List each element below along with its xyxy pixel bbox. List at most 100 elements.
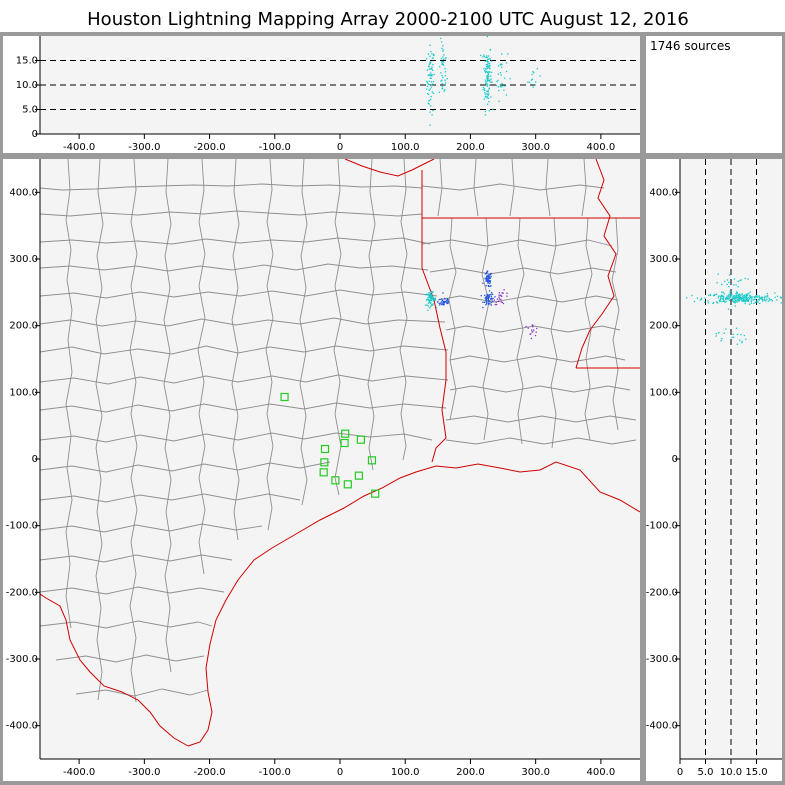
source-point [729,294,732,297]
source-point [427,293,430,296]
source-point [776,295,779,297]
source-point [499,63,502,66]
source-point [732,300,735,302]
source-point [443,297,446,300]
source-point [438,91,441,93]
source-point [426,82,428,84]
source-point [441,299,444,302]
source-point [492,293,494,295]
source-point [484,297,486,299]
source-point [432,297,434,299]
source-point [715,293,718,295]
source-point [769,299,771,301]
source-point [741,341,743,344]
y-tick-label: 0 [32,454,38,465]
source-point [722,297,725,299]
y-tick-label: -100.0 [646,521,678,532]
source-point [740,333,742,336]
state-and-coast-borders [40,159,640,747]
source-point [484,79,487,81]
source-point [486,97,488,99]
source-point [484,114,487,116]
source-point [745,295,748,297]
source-point [495,84,498,87]
source-point [720,340,722,342]
source-point [426,88,428,90]
source-point [486,74,488,77]
source-point [485,296,488,298]
altitude-x-sources [426,35,541,126]
source-point [735,293,737,295]
source-point [483,55,486,58]
source-point [430,61,432,64]
x-tick-label: -400.0 [63,142,95,153]
source-point [487,300,489,302]
source-point [736,296,738,298]
source-point [759,302,761,305]
source-point [504,85,506,87]
source-point [490,301,492,304]
source-point [440,37,442,40]
source-point [713,294,716,296]
source-point [501,301,503,304]
source-point [500,63,503,65]
source-point [430,291,433,294]
source-point [490,75,492,77]
y-tick-label: -100.0 [6,521,38,532]
source-point [486,71,489,74]
source-point [442,60,444,63]
source-point [485,300,487,302]
source-point [535,81,537,83]
source-point [429,88,432,90]
source-point [720,295,722,297]
source-point [487,282,489,284]
source-point [755,301,757,303]
source-point [728,297,730,300]
source-point [446,302,449,304]
source-point [493,299,496,301]
source-point [429,74,431,77]
source-point [490,293,492,296]
source-point [500,66,503,68]
source-point [770,298,773,301]
source-point [487,284,490,287]
source-point [433,73,435,76]
source-point [724,280,726,283]
source-point [488,277,490,279]
source-point [489,303,491,305]
source-point [491,299,493,301]
source-point [759,297,761,300]
source-point [440,303,442,306]
source-point [434,297,437,299]
source-point [729,290,731,292]
source-point [736,343,738,345]
source-point [716,282,718,284]
source-point [488,88,490,90]
source-point [709,293,712,296]
source-point [430,86,433,88]
source-point [749,298,751,300]
source-point [442,58,445,60]
source-point [486,274,488,277]
x-tick-label: 100.0 [391,767,420,778]
station-marker [320,458,329,467]
source-point [431,114,433,116]
station-marker [340,438,349,448]
source-point [429,63,431,65]
source-point [490,298,492,300]
source-point [525,325,527,328]
altitude-x-axes: -400.0 -300.0 -200.0 -100.0 0 100.0 200.0 300.0… [16,36,640,153]
source-point [712,302,714,305]
source-point [728,274,731,276]
source-point [743,299,746,302]
y-tick-label: 0 [672,454,678,465]
source-point [430,294,433,296]
source-point [441,74,443,77]
source-point [485,276,488,278]
source-point [700,298,703,300]
source-point [725,328,727,330]
source-point [723,293,725,295]
source-point [760,298,762,300]
source-point [443,54,445,56]
source-point [712,301,715,304]
